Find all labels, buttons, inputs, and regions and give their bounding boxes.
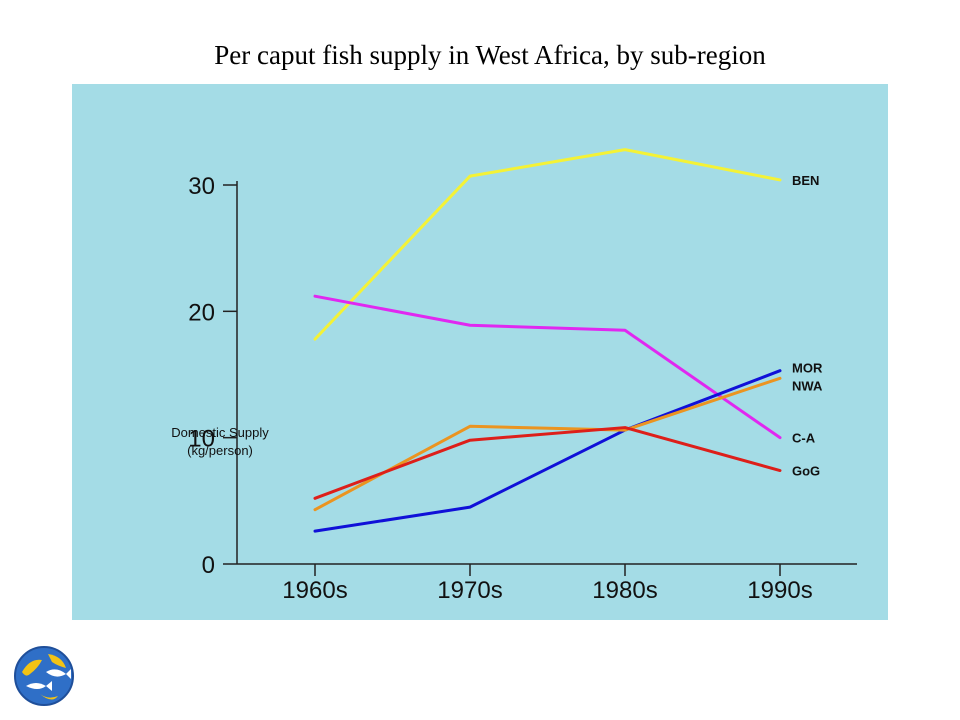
fao-globe-fish-icon — [14, 646, 74, 706]
series-line-mor — [313, 369, 782, 533]
y-tick-label: 10 — [188, 426, 215, 453]
series-label-gog: GoG — [792, 464, 820, 479]
slide-title: Per caput fish supply in West Africa, by… — [214, 40, 766, 70]
line-chart: 0 10 20 30 1960s 1970s 1980s 1990s BEN C-A MOR NWA G… — [188, 148, 857, 604]
series-label-ben: BEN — [792, 173, 819, 188]
x-tick-label: 1970s — [437, 577, 502, 604]
chart-panel: 0 10 20 30 1960s 1970s 1980s 1990s BEN C-A MOR NWA G… — [72, 84, 888, 620]
y-axis-label-line1: Domestic Supply — [171, 425, 269, 440]
x-tick-label: 1990s — [747, 577, 812, 604]
y-tick-label: 20 — [188, 299, 215, 326]
x-tick-label: 1960s — [282, 577, 347, 604]
series-line-ben — [313, 148, 782, 341]
series-line-c-a — [313, 294, 782, 440]
series-label-nwa: NWA — [792, 378, 823, 393]
y-tick-label: 30 — [188, 173, 215, 200]
y-axis-label-line2: (kg/person) — [187, 443, 253, 458]
y-axis-label: Domestic Supply (kg/person) — [150, 424, 290, 460]
x-tick-label: 1980s — [592, 577, 657, 604]
series-line-gog — [313, 426, 782, 500]
series-label-c-a: C-A — [792, 431, 816, 446]
y-tick-label: 0 — [202, 552, 215, 579]
series-label-mor: MOR — [792, 361, 823, 376]
